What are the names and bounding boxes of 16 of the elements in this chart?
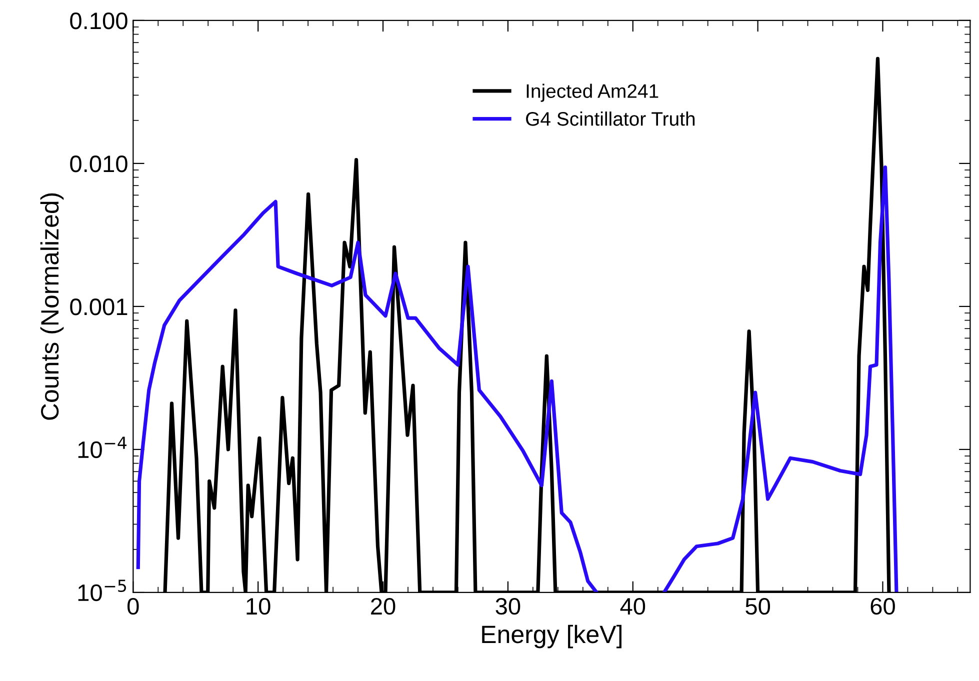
y-tick-label: 10$^{−4}$ — [78, 436, 126, 458]
x-tick-label: 20 — [371, 598, 396, 615]
y-tick-label: 0.100 — [70, 12, 128, 30]
y-tick-label: 0.010 — [70, 156, 128, 172]
x-tick-label: 30 — [496, 598, 520, 615]
legend-label: Injected Am241 — [526, 84, 658, 102]
y-axis-title: Counts (Normalized) — [40, 193, 64, 420]
x-tick-label: 0 — [128, 598, 139, 615]
x-tick-label: 40 — [620, 598, 646, 615]
legend-label: G4 Scintillator Truth — [526, 112, 695, 126]
x-tick-label: 60 — [870, 598, 895, 615]
y-tick-label: 0.001 — [70, 298, 128, 316]
x-tick-label: 50 — [746, 598, 770, 615]
x-tick-label: 10 — [246, 598, 270, 615]
y-tick-label: 10$^{−5}$ — [78, 580, 126, 602]
x-axis-title: Energy [keV] — [482, 624, 622, 648]
